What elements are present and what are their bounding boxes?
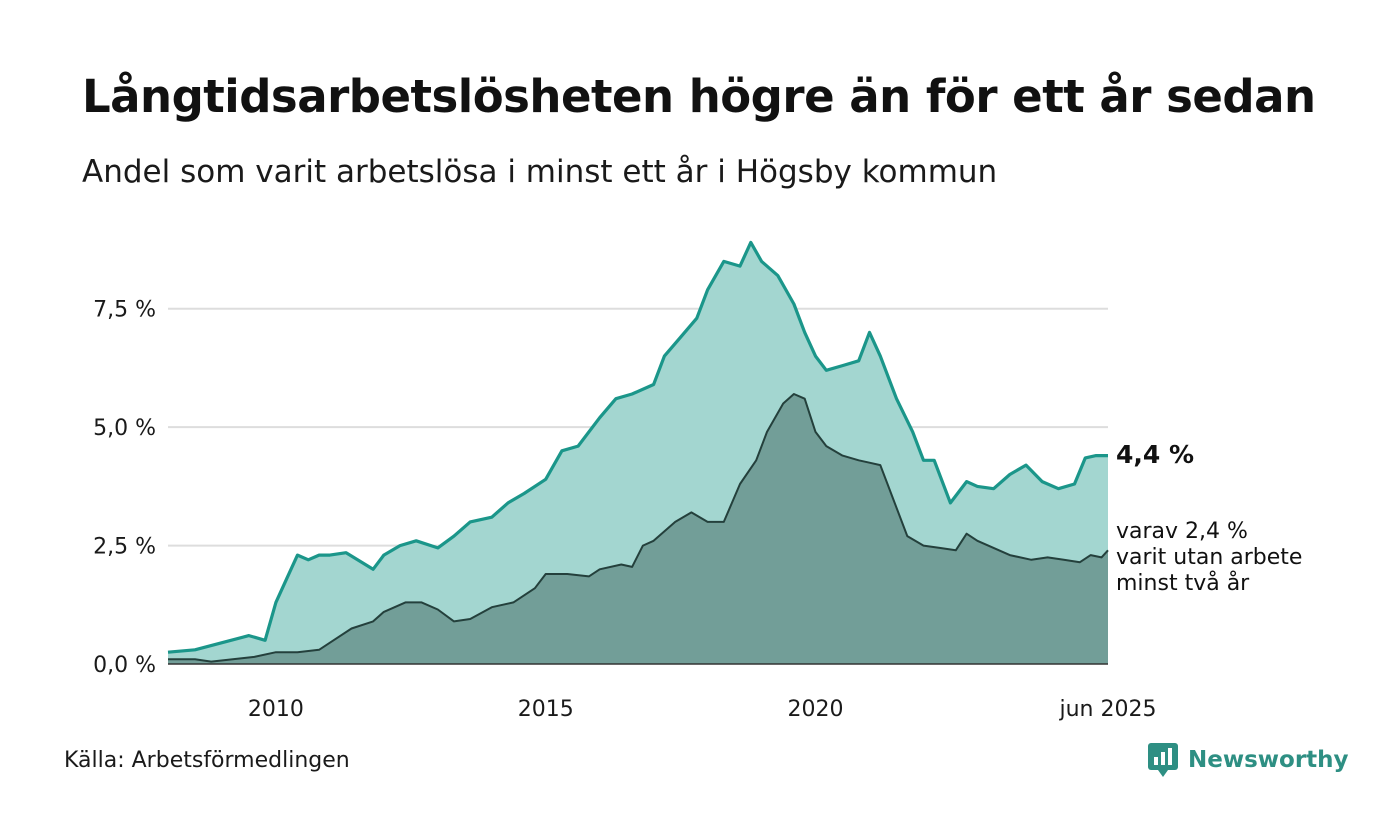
line-total xyxy=(167,240,1108,654)
chart-title: Långtidsarbetslösheten högre än för ett … xyxy=(82,70,1316,123)
y-tick-label: 0,0 % xyxy=(93,653,156,678)
x-tick-label: jun 2025 xyxy=(1059,697,1157,722)
chart-subtitle: Andel som varit arbetslösa i minst ett å… xyxy=(82,154,998,190)
series-areas xyxy=(168,242,1108,664)
brand-logo: Newsworthy xyxy=(1148,743,1349,777)
series-lines xyxy=(167,240,1109,663)
end-label-sub-1: varav 2,4 % xyxy=(1116,519,1248,544)
end-label-total: 4,4 % xyxy=(1116,440,1194,469)
source-note: Källa: Arbetsförmedlingen xyxy=(64,748,350,773)
y-axis-ticks: 0,0 % 2,5 % 5,0 % 7,5 % xyxy=(93,298,156,678)
y-tick-label: 2,5 % xyxy=(93,535,156,560)
x-axis-ticks: 2010 2015 2020 jun 2025 xyxy=(248,697,1157,722)
area-two-years xyxy=(168,394,1108,664)
x-tick-label: 2020 xyxy=(788,697,844,722)
x-tick-label: 2015 xyxy=(518,697,574,722)
end-label-sub-3: minst två år xyxy=(1116,570,1250,596)
y-tick-label: 5,0 % xyxy=(93,416,156,441)
newsworthy-logo-icon xyxy=(1148,743,1178,777)
x-tick-label: 2010 xyxy=(248,697,304,722)
y-tick-label: 7,5 % xyxy=(93,298,156,323)
brand-name: Newsworthy xyxy=(1188,747,1349,773)
end-label-sub-2: varit utan arbete xyxy=(1116,545,1302,570)
line-two-years xyxy=(168,393,1109,663)
